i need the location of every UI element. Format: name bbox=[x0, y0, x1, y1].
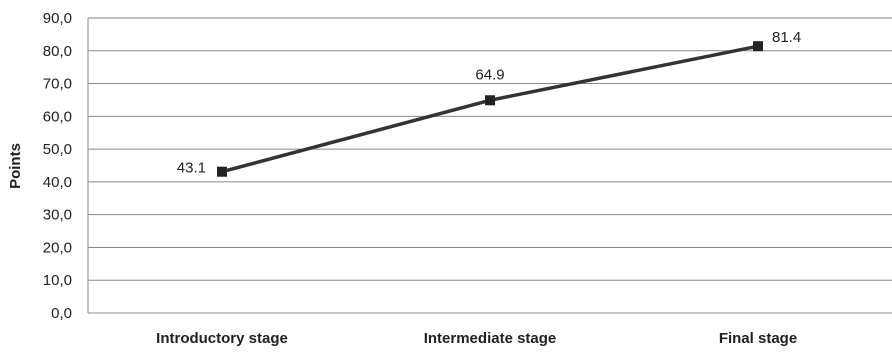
data-label: 64.9 bbox=[475, 66, 504, 83]
gridlines bbox=[87, 17, 892, 314]
y-tick-label: 20,0 bbox=[43, 239, 72, 256]
series bbox=[217, 41, 763, 177]
y-tick-label: 30,0 bbox=[43, 207, 72, 224]
y-axis-title: Points bbox=[7, 143, 24, 189]
y-tick-label: 10,0 bbox=[43, 272, 72, 289]
y-tick-label: 50,0 bbox=[43, 141, 72, 158]
y-axis-ticks: 0,0 10,0 20,0 30,0 40,0 50,0 60,0 70,0 80,0 90,0 bbox=[43, 10, 72, 322]
data-point-marker bbox=[753, 41, 763, 52]
y-tick-label: 70,0 bbox=[43, 76, 72, 93]
x-category-label: Intermediate stage bbox=[424, 330, 557, 347]
data-point-marker bbox=[485, 95, 495, 106]
data-labels: 43.1 64.9 81.4 bbox=[177, 29, 801, 177]
y-tick-label: 80,0 bbox=[43, 43, 72, 60]
x-axis-categories: Introductory stage Intermediate stage Fina… bbox=[156, 330, 797, 347]
data-label: 43.1 bbox=[177, 160, 206, 177]
data-point-marker bbox=[217, 166, 227, 177]
x-category-label: Introductory stage bbox=[156, 330, 288, 347]
y-tick-label: 60,0 bbox=[43, 108, 72, 125]
x-category-label: Final stage bbox=[719, 330, 797, 347]
data-label: 81.4 bbox=[772, 29, 801, 46]
y-tick-label: 90,0 bbox=[43, 10, 72, 27]
y-tick-label: 0,0 bbox=[51, 305, 72, 322]
y-tick-label: 40,0 bbox=[43, 174, 72, 191]
series-line bbox=[221, 44, 759, 174]
